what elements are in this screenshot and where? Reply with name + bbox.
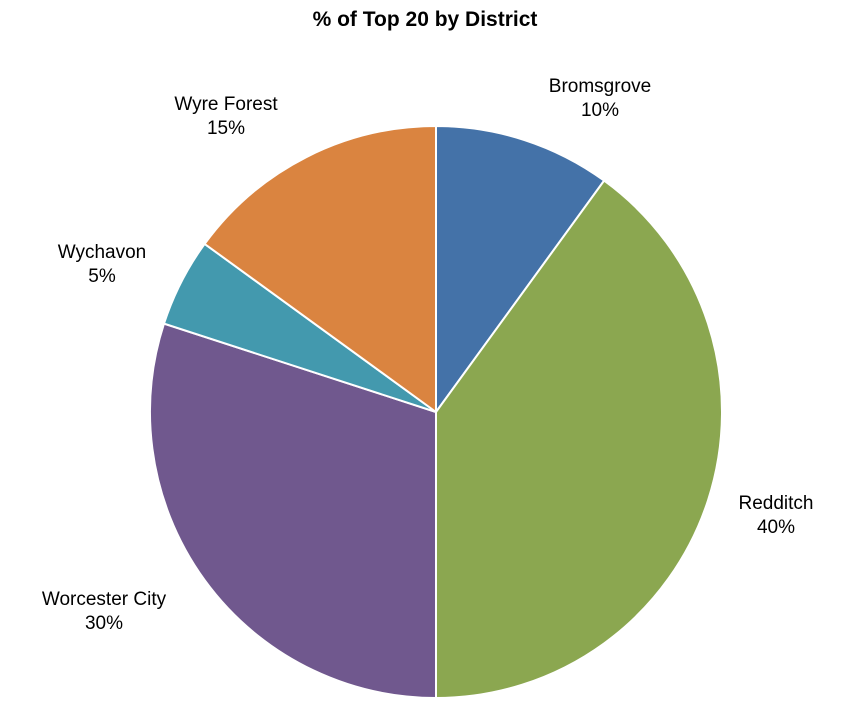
slice-redditch: [435, 179, 723, 700]
slice-worcester-city: [149, 322, 437, 700]
label-wyre-forest-name: Wyre Forest: [174, 94, 278, 115]
slice-wyre-forest: [203, 124, 437, 414]
label-bromsgrove-name: Bromsgrove: [549, 76, 651, 97]
label-bromsgrove-value: 10%: [581, 100, 619, 121]
pie-slices: [149, 124, 723, 700]
label-worcester-city-value: 30%: [85, 613, 123, 634]
label-redditch-name: Redditch: [739, 493, 814, 514]
pie-data-labels: Bromsgrove 10% Redditch 40% Worcester City 30…: [42, 76, 814, 634]
label-redditch-value: 40%: [757, 517, 795, 538]
label-wychavon-value: 5%: [88, 266, 116, 287]
slice-bromsgrove: [435, 124, 606, 416]
label-wyre-forest-value: 15%: [207, 118, 245, 139]
label-worcester-city-name: Worcester City: [42, 589, 167, 610]
label-wychavon-name: Wychavon: [58, 242, 147, 263]
chart-title: % of Top 20 by District: [312, 8, 538, 31]
